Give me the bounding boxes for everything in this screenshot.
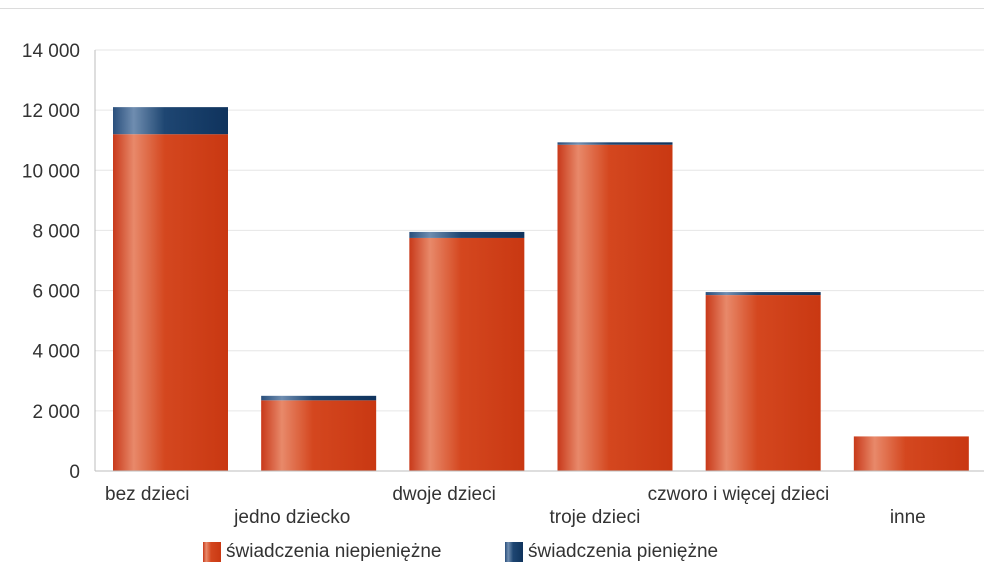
y-tick-label: 0 <box>69 462 80 483</box>
bar-segment <box>113 107 228 135</box>
bar-segment <box>557 144 673 471</box>
legend-label: świadczenia niepieniężne <box>226 541 441 562</box>
bar-segment <box>113 134 228 471</box>
bar-segment <box>409 231 525 238</box>
y-tick-label: 6 000 <box>32 282 80 303</box>
y-tick-label: 10 000 <box>22 161 80 182</box>
bar-segment <box>705 295 821 471</box>
x-category-label: troje dzieci <box>550 507 641 528</box>
bar-segment <box>261 400 377 471</box>
x-category-label: inne <box>890 507 926 528</box>
bar-segment <box>261 395 377 401</box>
x-category-label: czworo i więcej dzieci <box>648 484 830 505</box>
y-tick-label: 2 000 <box>32 402 80 423</box>
bar-segment <box>409 237 525 471</box>
legend-label: świadczenia pieniężne <box>528 541 718 562</box>
y-tick-label: 12 000 <box>22 101 80 122</box>
bar-segment <box>705 292 821 296</box>
y-tick-label: 8 000 <box>32 221 80 242</box>
bar-segment <box>853 436 969 471</box>
x-category-label: dwoje dzieci <box>392 484 496 505</box>
bar-segment <box>557 142 673 145</box>
x-category-label: bez dzieci <box>105 484 190 505</box>
top-divider <box>0 8 984 9</box>
y-tick-label: 14 000 <box>22 41 80 62</box>
x-category-label: jedno dziecko <box>233 507 350 528</box>
legend-swatch <box>203 542 221 562</box>
legend-swatch <box>505 542 523 562</box>
y-tick-label: 4 000 <box>32 342 80 363</box>
